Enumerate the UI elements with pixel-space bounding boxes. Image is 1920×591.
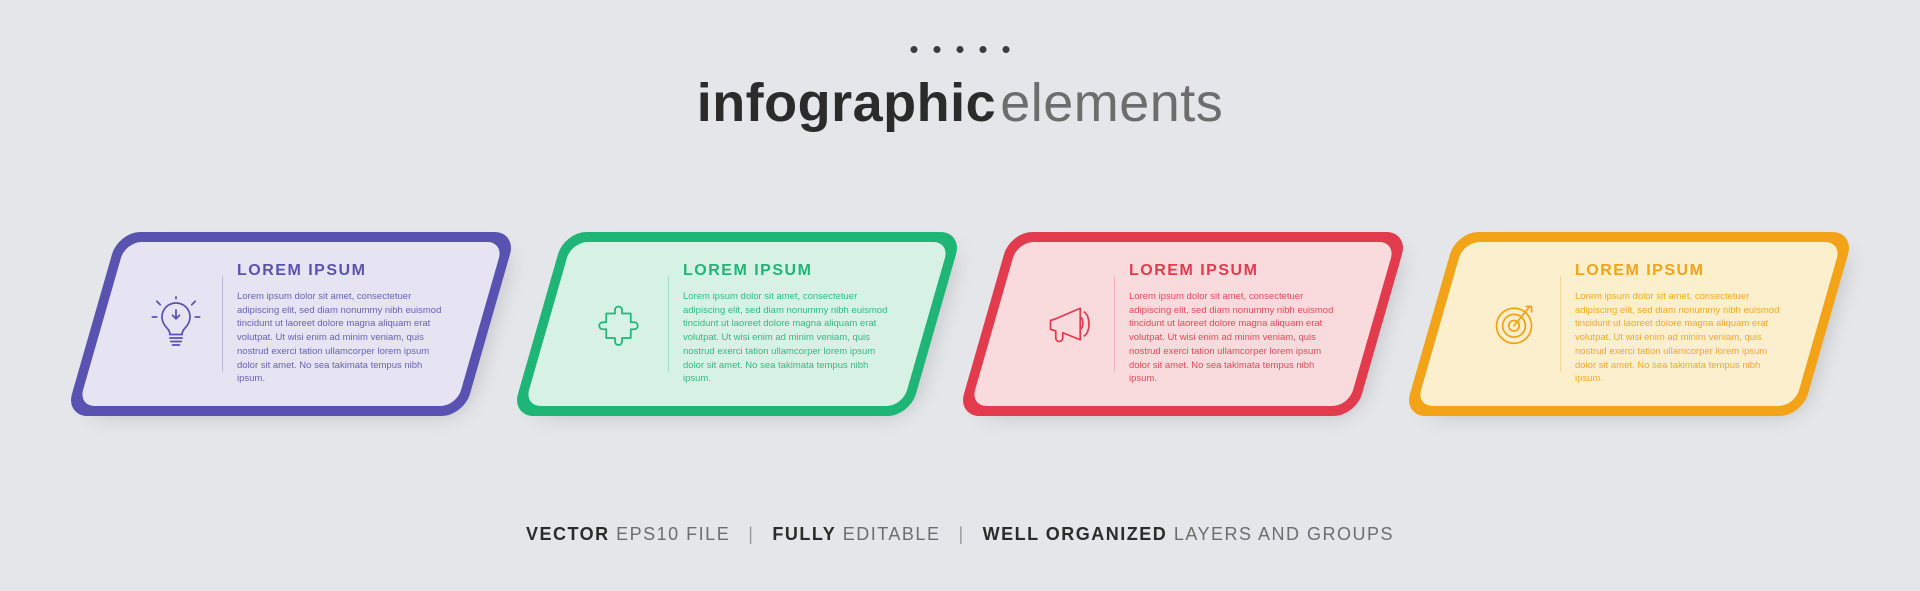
card-divider	[668, 276, 669, 372]
dot	[980, 46, 987, 53]
footer-light: EDITABLE	[843, 524, 941, 544]
card-title: LOREM IPSUM	[1575, 262, 1788, 280]
info-card: LOREM IPSUM Lorem ipsum dolor sit amet, c…	[984, 232, 1382, 416]
puzzle-icon	[586, 296, 658, 352]
card-body: Lorem ipsum dolor sit amet, consectetuer…	[1129, 290, 1342, 386]
card-row: LOREM IPSUM Lorem ipsum dolor sit amet, c…	[0, 232, 1920, 416]
card-divider	[1114, 276, 1115, 372]
card-text: LOREM IPSUM Lorem ipsum dolor sit amet, c…	[1129, 262, 1342, 386]
card-content: LOREM IPSUM Lorem ipsum dolor sit amet, c…	[1440, 242, 1818, 406]
title-bold: infographic	[697, 73, 997, 133]
card-divider	[222, 276, 223, 372]
footer-bold: WELL ORGANIZED	[983, 524, 1168, 544]
card-title: LOREM IPSUM	[683, 262, 896, 280]
footer-separator: |	[748, 524, 754, 544]
info-card: LOREM IPSUM Lorem ipsum dolor sit amet, c…	[538, 232, 936, 416]
footer-bold: VECTOR	[526, 524, 610, 544]
header-dots	[911, 46, 1010, 53]
info-card: LOREM IPSUM Lorem ipsum dolor sit amet, c…	[92, 232, 490, 416]
footer-bold: FULLY	[772, 524, 836, 544]
card-divider	[1560, 276, 1561, 372]
target-icon	[1478, 296, 1550, 352]
card-content: LOREM IPSUM Lorem ipsum dolor sit amet, c…	[102, 242, 480, 406]
dot	[1003, 46, 1010, 53]
card-body: Lorem ipsum dolor sit amet, consectetuer…	[683, 290, 896, 386]
dot	[911, 46, 918, 53]
card-text: LOREM IPSUM Lorem ipsum dolor sit amet, c…	[1575, 262, 1788, 386]
title-light: elements	[1000, 73, 1223, 133]
card-title: LOREM IPSUM	[237, 262, 450, 280]
footer-light: LAYERS AND GROUPS	[1174, 524, 1394, 544]
megaphone-icon	[1032, 296, 1104, 352]
card-content: LOREM IPSUM Lorem ipsum dolor sit amet, c…	[994, 242, 1372, 406]
card-title: LOREM IPSUM	[1129, 262, 1342, 280]
footer-line: VECTOR EPS10 FILE | FULLY EDITABLE | WELL OR…	[526, 524, 1394, 545]
card-text: LOREM IPSUM Lorem ipsum dolor sit amet, c…	[237, 262, 450, 386]
card-content: LOREM IPSUM Lorem ipsum dolor sit amet, c…	[548, 242, 926, 406]
info-card: LOREM IPSUM Lorem ipsum dolor sit amet, c…	[1430, 232, 1828, 416]
footer-separator: |	[958, 524, 964, 544]
card-body: Lorem ipsum dolor sit amet, consectetuer…	[1575, 290, 1788, 386]
card-body: Lorem ipsum dolor sit amet, consectetuer…	[237, 290, 450, 386]
dot	[934, 46, 941, 53]
page-title: infographicelements	[697, 72, 1224, 134]
card-text: LOREM IPSUM Lorem ipsum dolor sit amet, c…	[683, 262, 896, 386]
footer-light: EPS10 FILE	[616, 524, 730, 544]
dot	[957, 46, 964, 53]
lightbulb-icon	[140, 296, 212, 352]
